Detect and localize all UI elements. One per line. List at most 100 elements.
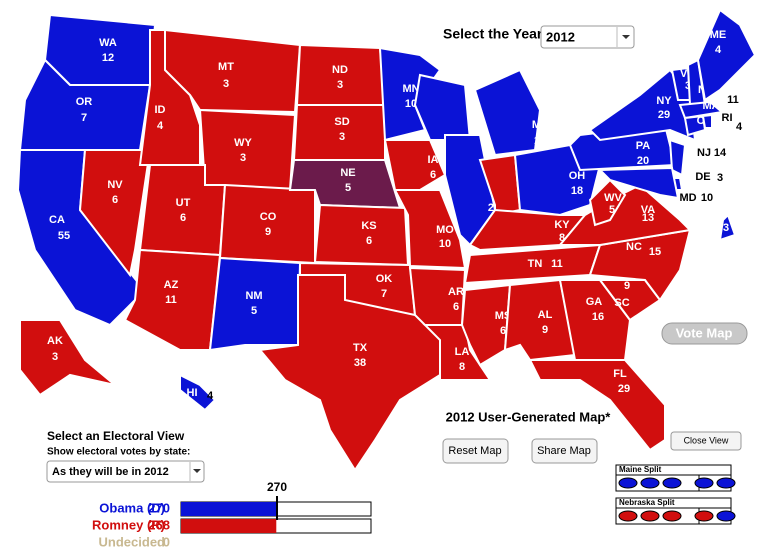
state-abbr[interactable]: MT bbox=[218, 61, 234, 73]
split-district[interactable] bbox=[640, 510, 660, 522]
state-votes[interactable]: 20 bbox=[637, 155, 649, 167]
state-abbr[interactable]: ID bbox=[155, 104, 166, 116]
view-value[interactable]: As they will be in 2012 bbox=[52, 466, 169, 478]
state-votes[interactable]: 11 bbox=[551, 258, 563, 270]
state-votes[interactable]: 7 bbox=[381, 288, 387, 300]
state[interactable] bbox=[668, 138, 687, 177]
split-district[interactable] bbox=[694, 477, 714, 489]
state-abbr[interactable]: NJ bbox=[697, 147, 711, 159]
state-abbr[interactable]: CO bbox=[260, 211, 277, 223]
button-bg[interactable] bbox=[531, 438, 598, 464]
state-abbr[interactable]: MD bbox=[679, 192, 696, 204]
state-votes[interactable]: 5 bbox=[609, 204, 615, 216]
state-votes[interactable]: 10 bbox=[472, 124, 484, 136]
state-abbr[interactable]: NY bbox=[656, 95, 672, 107]
state-votes[interactable]: 8 bbox=[559, 232, 565, 244]
vote-map-label[interactable]: Vote Map bbox=[676, 325, 733, 340]
split-district[interactable] bbox=[694, 510, 714, 522]
split-district[interactable] bbox=[716, 510, 736, 522]
state-votes[interactable]: 11 bbox=[727, 94, 739, 106]
state-abbr[interactable]: AK bbox=[47, 335, 63, 347]
split-district[interactable] bbox=[618, 477, 638, 489]
state-abbr[interactable]: WY bbox=[234, 137, 252, 149]
state-abbr[interactable]: MI bbox=[532, 119, 544, 131]
state[interactable] bbox=[588, 178, 627, 227]
state-votes[interactable]: 29 bbox=[618, 383, 630, 395]
state-abbr[interactable]: ME bbox=[710, 29, 727, 41]
reset-button[interactable]: Reset Map bbox=[442, 438, 509, 464]
state-votes[interactable]: 3 bbox=[240, 152, 246, 164]
state-abbr[interactable]: NM bbox=[245, 290, 262, 302]
state-votes[interactable]: 11 bbox=[165, 294, 177, 306]
split-district[interactable] bbox=[640, 477, 660, 489]
view-select-box[interactable] bbox=[46, 460, 205, 483]
state[interactable] bbox=[383, 139, 447, 191]
close-view-button[interactable]: Close View bbox=[670, 431, 742, 451]
state-votes[interactable]: 9 bbox=[542, 324, 548, 336]
state[interactable] bbox=[198, 108, 297, 192]
state-abbr[interactable]: SC bbox=[614, 297, 629, 309]
state-votes[interactable]: 6 bbox=[453, 301, 459, 313]
split-district[interactable] bbox=[662, 510, 682, 522]
state-abbr[interactable]: RI bbox=[722, 112, 733, 124]
state-abbr[interactable]: WA bbox=[99, 37, 117, 49]
state-votes[interactable]: 6 bbox=[430, 169, 436, 181]
state[interactable] bbox=[597, 166, 680, 200]
state-abbr[interactable]: OH bbox=[569, 170, 586, 182]
state-votes[interactable]: 12 bbox=[102, 52, 114, 64]
state-abbr[interactable]: AR bbox=[448, 286, 464, 298]
state-abbr[interactable]: MN bbox=[402, 83, 419, 95]
state-votes[interactable]: 38 bbox=[354, 357, 366, 369]
state-votes[interactable]: 16 bbox=[534, 135, 546, 147]
state-abbr[interactable]: CA bbox=[49, 214, 65, 226]
state-votes[interactable]: 5 bbox=[345, 182, 351, 194]
button-bg[interactable] bbox=[670, 431, 742, 451]
state-abbr[interactable]: PA bbox=[636, 140, 651, 152]
state-abbr[interactable]: MA bbox=[702, 100, 719, 112]
state-votes[interactable]: 9 bbox=[265, 226, 271, 238]
state-abbr[interactable]: DE bbox=[695, 171, 710, 183]
state-abbr[interactable]: AL bbox=[538, 309, 553, 321]
state-votes[interactable]: 55 bbox=[58, 230, 70, 242]
state[interactable] bbox=[179, 373, 217, 412]
state-abbr[interactable]: GA bbox=[586, 296, 603, 308]
year-select-box[interactable] bbox=[540, 25, 635, 49]
share-button[interactable]: Share Map bbox=[531, 438, 598, 464]
state-abbr[interactable]: OK bbox=[376, 273, 393, 285]
state-votes[interactable]: 4 bbox=[207, 390, 214, 402]
state-votes[interactable]: 6 bbox=[500, 325, 506, 337]
state-votes[interactable]: 4 bbox=[736, 121, 743, 133]
state[interactable] bbox=[313, 203, 410, 267]
state[interactable] bbox=[473, 68, 542, 157]
state-votes[interactable]: 7 bbox=[81, 112, 87, 124]
split-district[interactable] bbox=[618, 510, 638, 522]
state-votes[interactable]: 6 bbox=[366, 235, 372, 247]
state-votes[interactable]: 29 bbox=[658, 109, 670, 121]
state-votes[interactable]: 15 bbox=[649, 246, 661, 258]
state-votes[interactable]: 16 bbox=[592, 311, 604, 323]
state[interactable] bbox=[701, 113, 713, 129]
state-votes[interactable]: 9 bbox=[624, 280, 630, 292]
state-votes[interactable]: 5 bbox=[251, 305, 257, 317]
state-votes[interactable]: 6 bbox=[180, 212, 186, 224]
state[interactable] bbox=[19, 319, 116, 397]
state[interactable] bbox=[683, 114, 707, 137]
state-abbr[interactable]: AZ bbox=[164, 279, 179, 291]
state-votes[interactable]: 3 bbox=[685, 80, 691, 92]
state[interactable] bbox=[558, 279, 632, 361]
state-votes[interactable]: 18 bbox=[571, 185, 583, 197]
state-abbr[interactable]: FL bbox=[613, 368, 627, 380]
state-abbr[interactable]: SD bbox=[334, 116, 349, 128]
vote-map-button[interactable]: Vote Map bbox=[661, 322, 748, 345]
state-votes[interactable]: 10 bbox=[439, 238, 451, 250]
state-abbr[interactable]: LA bbox=[455, 346, 470, 358]
state-votes[interactable]: 7 bbox=[713, 124, 719, 136]
state[interactable] bbox=[718, 213, 737, 242]
state-abbr[interactable]: KY bbox=[554, 219, 570, 231]
split-district[interactable] bbox=[716, 477, 736, 489]
state[interactable] bbox=[218, 183, 316, 265]
state-abbr[interactable]: UT bbox=[176, 197, 191, 209]
state-votes[interactable]: 13 bbox=[642, 212, 654, 224]
state-votes[interactable]: 3 bbox=[223, 78, 229, 90]
state[interactable] bbox=[78, 149, 152, 278]
